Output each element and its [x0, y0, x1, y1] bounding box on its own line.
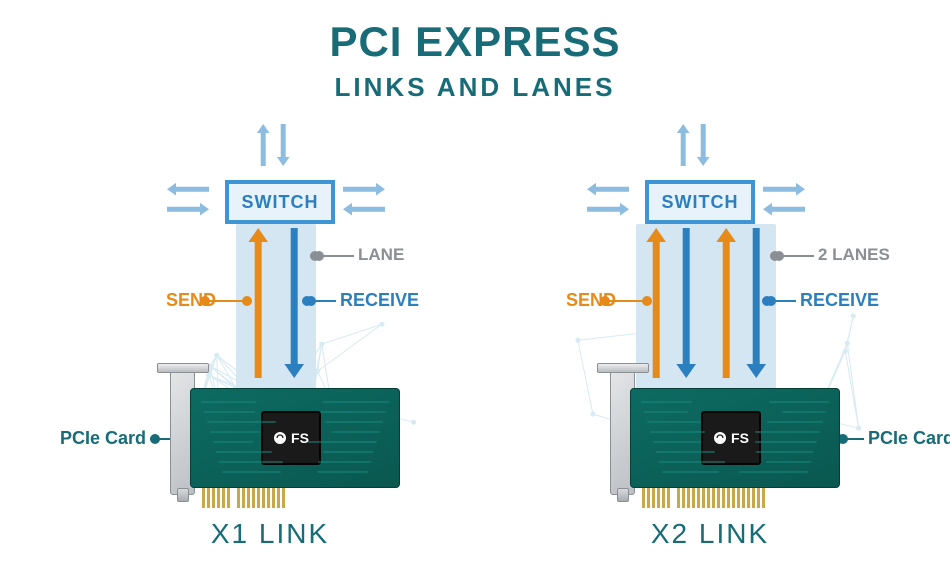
receive-label: RECEIVE	[800, 290, 879, 311]
card-board: FS	[190, 388, 400, 488]
card-edge	[202, 488, 287, 508]
chip-brand: FS	[731, 430, 749, 446]
receive-label: RECEIVE	[340, 290, 419, 311]
panel-x1: SWITCH LANE SEND RECEIVE PCIe Card FS X1…	[60, 120, 480, 550]
switch-box: SWITCH	[645, 180, 755, 224]
card-lead	[838, 438, 864, 440]
fs-logo-icon	[273, 431, 287, 445]
card-chip: FS	[701, 411, 761, 465]
lane-lead	[314, 255, 354, 257]
receive-lead	[306, 300, 336, 302]
switch-box: SWITCH	[225, 180, 335, 224]
lane-label: LANE	[358, 245, 404, 265]
bidir-right	[763, 182, 805, 217]
lane-lead	[774, 255, 814, 257]
chip-brand: FS	[291, 430, 309, 446]
card-label: PCIe Card	[60, 428, 146, 449]
panel-x2: SWITCH 2 LANES SEND RECEIVE PCIe Card FS…	[500, 120, 920, 550]
card-board: FS	[630, 388, 840, 488]
receive-lead	[766, 300, 796, 302]
card-chip: FS	[261, 411, 321, 465]
title-sub: LINKS AND LANES	[0, 72, 950, 103]
bidir-left	[167, 182, 209, 217]
link-label: X2 LINK	[500, 518, 920, 550]
send-lead	[200, 300, 248, 302]
title-main: PCI EXPRESS	[0, 18, 950, 66]
bidir-top	[676, 124, 711, 166]
bidir-left	[587, 182, 629, 217]
lane-label: 2 LANES	[818, 245, 890, 265]
send-lead	[600, 300, 648, 302]
fs-logo-icon	[713, 431, 727, 445]
link-label: X1 LINK	[60, 518, 480, 550]
card-edge	[642, 488, 767, 508]
bidir-right	[343, 182, 385, 217]
card-label: PCIe Card	[868, 428, 950, 449]
bidir-top	[256, 124, 291, 166]
